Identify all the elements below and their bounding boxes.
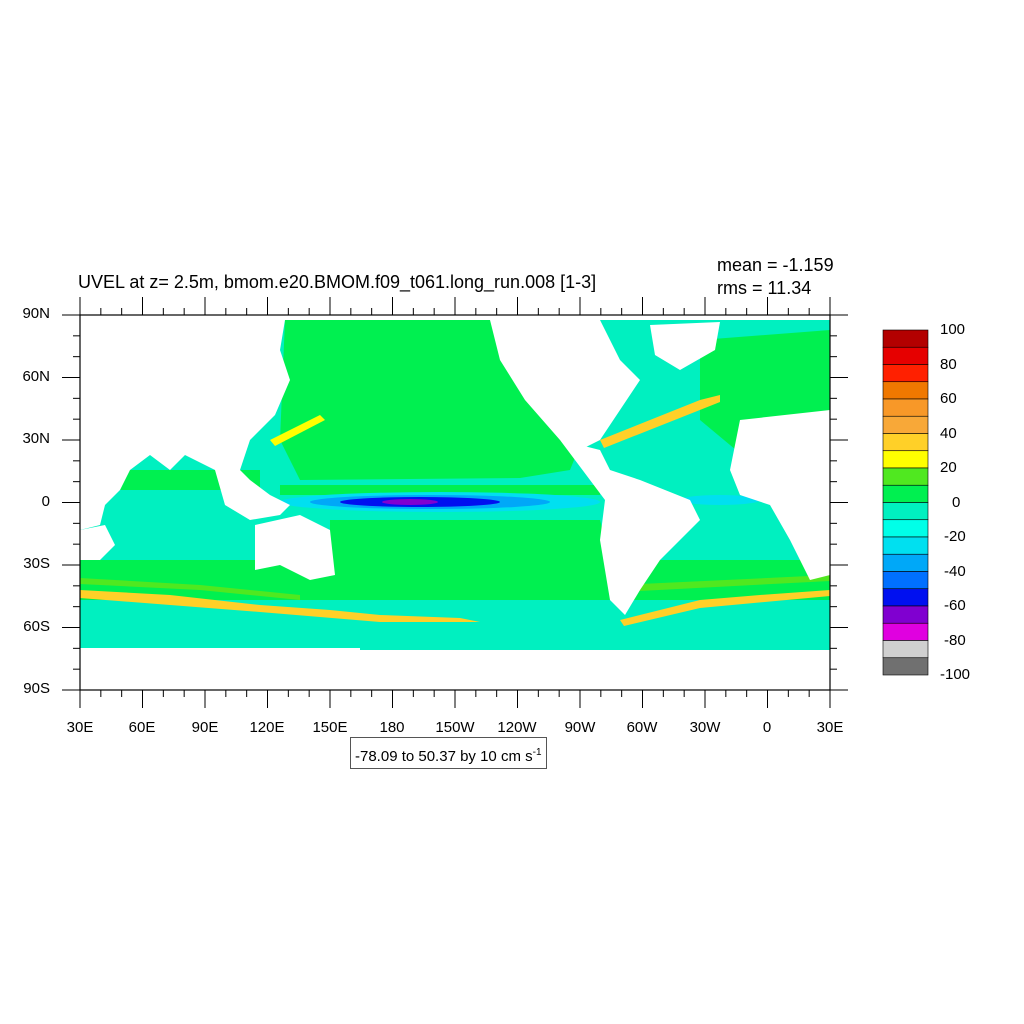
- colorbar-swatch: [882, 398, 929, 417]
- landmass-greenland: [650, 322, 720, 370]
- equatorial-current-peak: [382, 499, 438, 505]
- kuroshio-jet: [270, 415, 325, 446]
- plot-title: UVEL at z= 2.5m, bmom.e20.BMOM.f09_t061.…: [78, 272, 597, 292]
- colorbar-swatch: [882, 571, 929, 590]
- colorbar-swatch: [882, 657, 929, 676]
- colorbar-swatch: [882, 588, 929, 607]
- colorbar-swatch: [882, 622, 929, 641]
- colorbar-swatch: [882, 346, 929, 365]
- gulf-stream-jet: [600, 395, 720, 448]
- rms-stat: rms = 11.34: [717, 278, 812, 298]
- colorbar-swatch: [882, 329, 929, 348]
- lon-label: 90E: [191, 719, 219, 736]
- acc-jet-1: [80, 590, 480, 622]
- landmass-australia: [255, 515, 335, 580]
- landmass-north-america: [490, 320, 640, 450]
- colorbar-label: -80: [944, 632, 966, 649]
- lat-label: 30N: [22, 430, 50, 447]
- colorbar-swatch: [882, 640, 929, 659]
- lon-label: 120E: [249, 719, 285, 736]
- colorbar-swatch: [882, 467, 929, 486]
- landmass-eurasia-africa: [80, 320, 290, 530]
- lat-label: 90S: [23, 680, 50, 697]
- colorbar-swatch: [882, 484, 929, 503]
- colorbar-swatch: [882, 450, 929, 469]
- lon-label: 60W: [626, 719, 658, 736]
- colorbar-swatch: [882, 433, 929, 452]
- colorbar-swatch: [882, 536, 929, 555]
- colorbar-label: 60: [940, 390, 957, 407]
- colorbar-label: -100: [940, 666, 971, 683]
- mean-stat: mean = -1.159: [717, 255, 834, 275]
- lon-label: 120W: [497, 719, 537, 736]
- landmass-south-america: [560, 440, 700, 615]
- lon-label: 150E: [312, 719, 348, 736]
- lat-label: 60S: [23, 618, 50, 635]
- atlantic-equatorial-current: [680, 495, 760, 505]
- colorbar-swatch: [882, 519, 929, 538]
- contour-range-text: -78.09 to 50.37 by 10 cm s: [355, 748, 533, 765]
- contour-range-label: -78.09 to 50.37 by 10 cm s-1: [350, 737, 547, 769]
- landmass-africa-europe: [730, 410, 830, 580]
- colorbar-label: 80: [940, 356, 957, 373]
- colorbar-label: -60: [944, 597, 966, 614]
- southern-band: [80, 560, 830, 600]
- lat-label: 90N: [22, 305, 50, 322]
- lat-label: 0: [41, 493, 50, 510]
- acc-band-2: [620, 575, 830, 592]
- colorbar-swatch: [882, 381, 929, 400]
- colorbar-swatch: [882, 502, 929, 521]
- lon-label: 180: [379, 719, 405, 736]
- colorbar-swatch: [882, 605, 929, 624]
- colorbar-label: 40: [940, 425, 957, 442]
- south-pacific-gyre: [330, 520, 610, 560]
- colorbar-swatch: [882, 553, 929, 572]
- acc-jet-2: [620, 590, 830, 626]
- colorbar-label: 0: [952, 494, 961, 511]
- contour-range-unit-exponent: -1: [532, 747, 542, 758]
- lon-label: 30W: [689, 719, 721, 736]
- lon-label: 30E: [66, 719, 94, 736]
- colorbar: [882, 329, 929, 676]
- counter-current: [280, 485, 600, 495]
- lat-label: 60N: [22, 368, 50, 385]
- landmass-antarctica: [80, 648, 830, 690]
- lon-label: 60E: [128, 719, 156, 736]
- colorbar-label: -40: [944, 563, 966, 580]
- lon-label: 0: [762, 719, 772, 736]
- lon-label: 30E: [816, 719, 844, 736]
- colorbar-label: 20: [940, 459, 957, 476]
- lat-label: 30S: [23, 555, 50, 572]
- colorbar-swatch: [882, 364, 929, 383]
- lon-label: 90W: [564, 719, 596, 736]
- axis-ticks: [62, 297, 848, 708]
- colorbar-label: 100: [940, 321, 966, 338]
- lon-label: 150W: [435, 719, 475, 736]
- land-mask: [80, 315, 830, 690]
- colorbar-label: -20: [944, 528, 966, 545]
- colorbar-swatch: [882, 415, 929, 434]
- acc-band-1: [80, 578, 300, 600]
